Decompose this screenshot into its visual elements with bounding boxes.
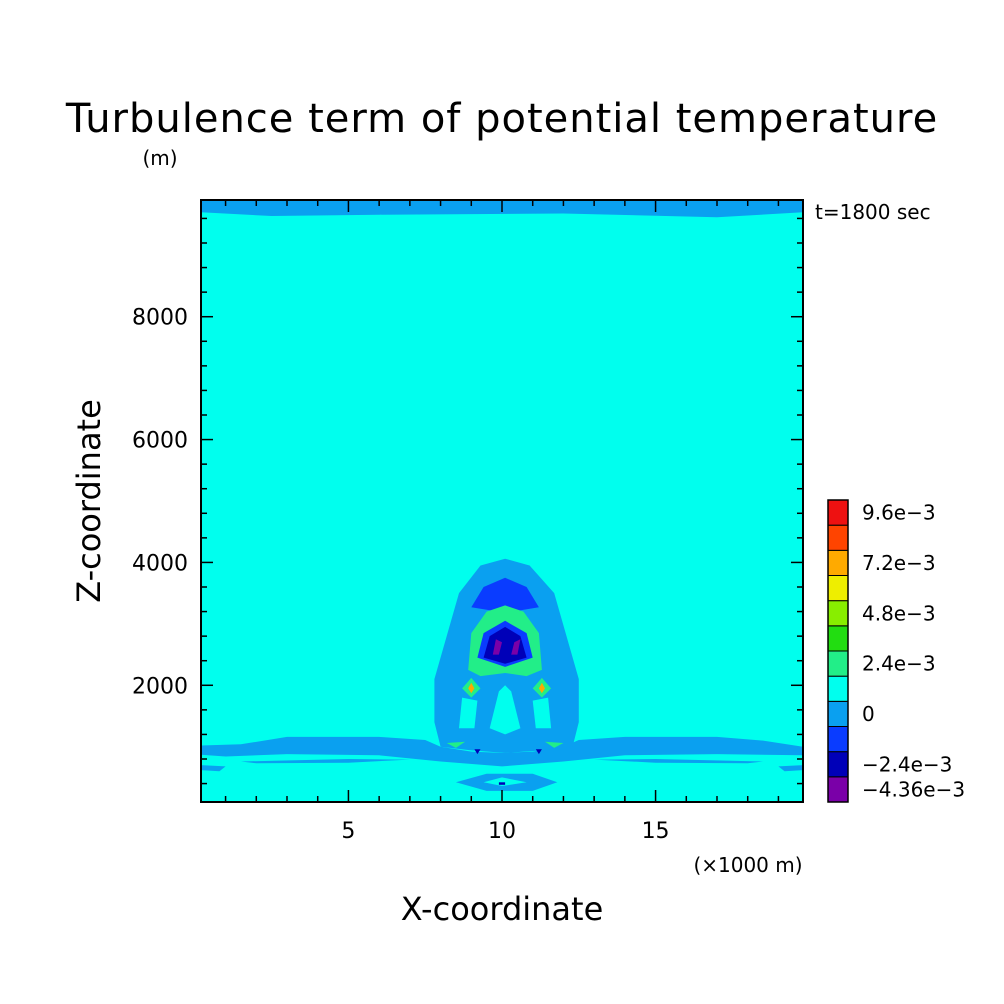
colorbar-label: 7.2e−3 — [862, 551, 936, 575]
region-plume-cap-dark — [471, 577, 539, 613]
region-surface-dot — [498, 782, 506, 785]
region-low-navy-right — [535, 749, 542, 755]
chart-title: Turbulence term of potential temperature — [65, 96, 938, 142]
colorbar-swatch — [827, 751, 849, 778]
contour-regions — [201, 200, 803, 791]
colorbar-swatch — [827, 625, 849, 652]
plot-area — [200, 199, 804, 803]
region-hotspot-right-core — [538, 682, 545, 694]
colorbar-swatch — [827, 675, 849, 702]
colorbar-label: 4.8e−3 — [862, 601, 936, 625]
region-low-strip-right — [594, 759, 764, 764]
region-plume-stem — [489, 685, 521, 735]
x-tick-labels: 5 10 15 — [341, 819, 669, 844]
colorbar-swatch — [827, 700, 849, 727]
colorbar-swatch — [827, 726, 849, 753]
colorbar-swatch — [827, 524, 849, 551]
x-tick-label: 10 — [488, 819, 516, 844]
colorbar-swatch — [827, 575, 849, 602]
region-surface-patch-right — [778, 765, 803, 772]
colorbar-swatch — [827, 776, 849, 803]
region-low-strip-left — [240, 759, 410, 764]
colorbar-label: 9.6e−3 — [862, 501, 936, 525]
y-tick-label: 8000 — [132, 306, 188, 331]
colorbar-swatch — [827, 499, 849, 526]
region-surface-ring-inner — [483, 777, 527, 786]
y-axis-label: Z-coordinate — [70, 399, 108, 603]
colorbar-frame — [827, 499, 849, 803]
region-plume-core-violet-left — [492, 639, 502, 655]
region-low-level-band — [201, 736, 803, 767]
colorbar-label: 0 — [862, 702, 875, 726]
colorbar-swatch — [827, 650, 849, 677]
y-tick-label: 2000 — [132, 674, 188, 699]
y-tick-label: 6000 — [132, 429, 188, 454]
colorbar-label: 2.4e−3 — [862, 652, 936, 676]
x-tick-label: 15 — [642, 819, 670, 844]
colorbar-swatch — [827, 600, 849, 627]
region-plume-stem-gap-left — [459, 697, 478, 729]
colorbar-label: −2.4e−3 — [862, 752, 952, 776]
colorbar-label: −4.36e−3 — [862, 777, 965, 801]
region-low-green-left — [446, 741, 466, 748]
region-plume-core-violet-right — [511, 639, 521, 655]
x-tick-label: 5 — [341, 819, 355, 844]
region-low-navy-left — [474, 749, 481, 755]
time-label: t=1800 sec — [815, 200, 931, 224]
colorbar: −4.36e−3−2.4e−3 0 2.4e−3 4.8e−3 7.2e−3 9.6e−3 — [827, 499, 965, 803]
region-surface-patch-left — [201, 765, 226, 772]
region-low-green-right — [545, 741, 564, 748]
colorbar-swatch — [827, 549, 849, 576]
y-tick-labels: 2000 4000 6000 8000 — [132, 306, 188, 700]
y-tick-label: 4000 — [132, 551, 188, 576]
plot-frame — [200, 199, 804, 803]
y-unit-note: (m) — [142, 146, 177, 170]
region-plume-stem-gap-right — [532, 697, 552, 729]
region-hotspot-left-core — [468, 682, 475, 694]
x-unit-note: (×1000 m) — [693, 853, 802, 877]
x-axis-label: X-coordinate — [401, 890, 604, 928]
